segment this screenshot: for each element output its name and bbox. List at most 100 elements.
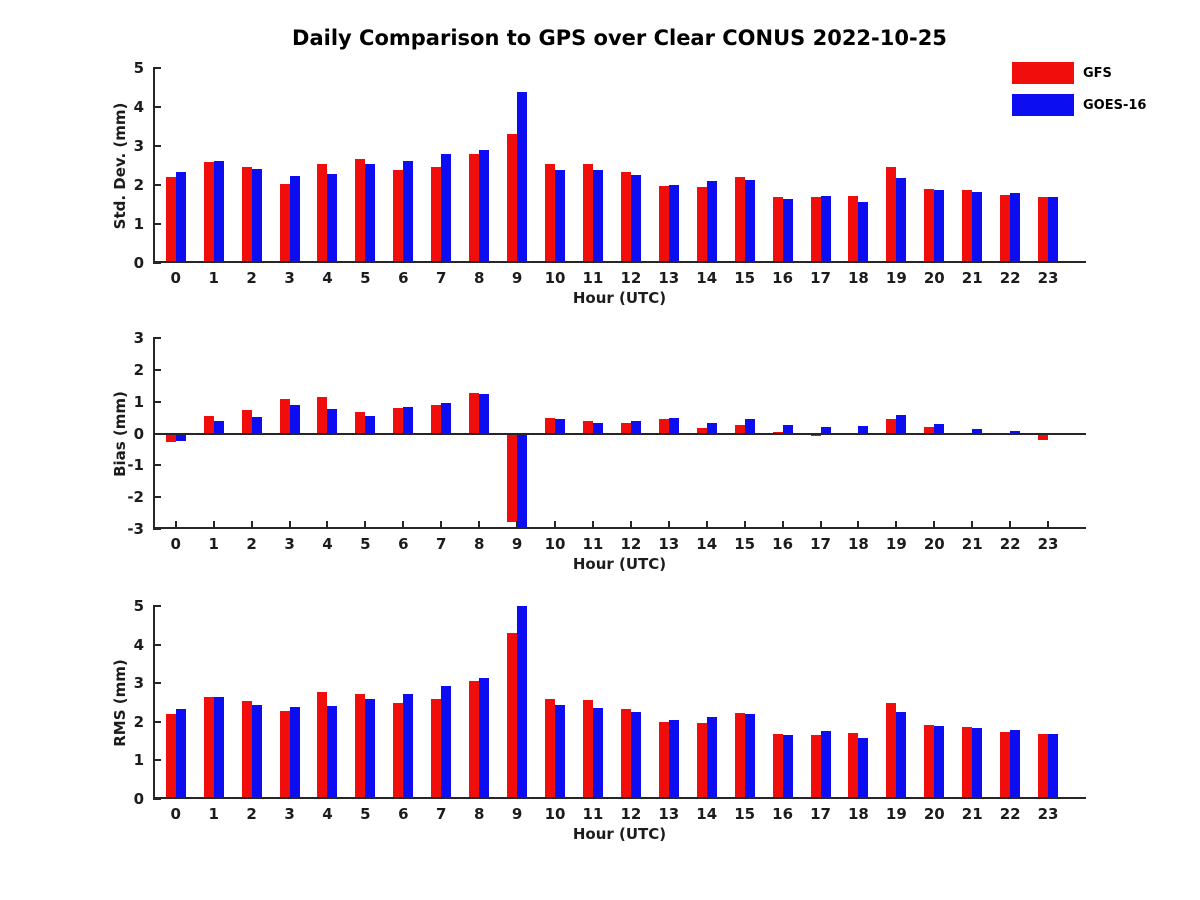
x-tick — [933, 521, 936, 529]
bar-gfs-h19 — [886, 702, 897, 799]
x-tick-label: 0 — [170, 805, 181, 823]
bar-gfs-h7 — [431, 167, 442, 263]
y-tick-label: 1 — [133, 751, 144, 770]
bar-goes16-h20 — [934, 726, 945, 799]
bar-goes16-h13 — [668, 185, 679, 263]
x-tick-label: 18 — [848, 269, 869, 287]
bar-gfs-h15 — [734, 425, 745, 434]
bar-goes16-h11 — [592, 422, 603, 434]
x-tick — [364, 521, 367, 529]
bar-gfs-h0 — [165, 433, 176, 443]
x-tick-label: 9 — [511, 269, 523, 287]
bar-goes16-h17 — [820, 195, 831, 263]
x-tick — [1009, 521, 1012, 529]
x-tick-label: 21 — [961, 805, 983, 823]
y-tick-label: 5 — [133, 59, 144, 77]
x-tick-label: 19 — [885, 269, 907, 287]
bar-gfs-h23 — [1038, 734, 1049, 799]
x-tick-label: 10 — [544, 269, 566, 287]
bar-goes16-h9 — [517, 92, 528, 263]
x-tick-label: 14 — [696, 805, 718, 823]
bar-gfs-h0 — [165, 714, 176, 799]
bar-gfs-h8 — [469, 153, 480, 263]
bar-goes16-h2 — [251, 416, 262, 434]
bar-gfs-h14 — [696, 428, 707, 434]
x-tick-label: 22 — [999, 535, 1021, 553]
bar-goes16-h13 — [668, 719, 679, 799]
x-tick — [478, 521, 481, 529]
bar-gfs-h4 — [317, 163, 328, 263]
bar-gfs-h21 — [962, 726, 973, 799]
bar-goes16-h0 — [175, 709, 186, 799]
x-tick-label: 12 — [620, 535, 642, 553]
bar-gfs-h5 — [355, 158, 366, 263]
bar-gfs-h7 — [431, 404, 442, 434]
y-tick-label: 2 — [133, 360, 144, 379]
y-tick-label: 2 — [133, 712, 144, 731]
zero-line — [153, 432, 1086, 435]
x-tick-label: 19 — [885, 805, 907, 823]
x-tick — [554, 521, 557, 529]
x-tick-label: 16 — [772, 269, 794, 287]
x-tick — [440, 521, 443, 529]
x-tick-label: 20 — [923, 269, 945, 287]
x-tick-label: 2 — [246, 535, 257, 553]
y-tick-label: -3 — [127, 520, 144, 538]
bar-goes16-h4 — [327, 705, 338, 799]
x-tick-label: 22 — [999, 269, 1021, 287]
bar-gfs-h4 — [317, 397, 328, 434]
y-tick — [153, 67, 161, 69]
bar-gfs-h9 — [507, 633, 518, 799]
bar-goes16-h2 — [251, 169, 262, 263]
y-tick-label: 3 — [133, 329, 144, 347]
y-tick — [153, 432, 161, 435]
x-tick-label: 1 — [208, 535, 219, 553]
x-tick-label: 7 — [436, 535, 447, 553]
x-tick-label: 7 — [436, 805, 447, 823]
bar-gfs-h10 — [545, 698, 556, 799]
bar-goes16-h8 — [479, 394, 490, 434]
x-tick-label: 5 — [360, 805, 371, 823]
y-tick-label: 4 — [133, 98, 144, 116]
y-tick — [153, 400, 161, 403]
x-tick-label: 4 — [322, 805, 333, 823]
bar-goes16-h1 — [213, 160, 224, 263]
x-tick-label: 10 — [544, 535, 566, 553]
bar-goes16-h23 — [1048, 734, 1059, 799]
bar-goes16-h18 — [858, 201, 869, 263]
bar-gfs-h2 — [241, 701, 252, 799]
bar-gfs-h11 — [582, 164, 593, 263]
bar-gfs-h22 — [1000, 731, 1011, 799]
x-tick-label: 14 — [696, 269, 718, 287]
y-tick — [153, 337, 161, 339]
x-tick-label: 19 — [885, 535, 907, 553]
x-tick — [1047, 521, 1050, 529]
y-tick — [153, 720, 161, 723]
x-tick — [819, 521, 822, 529]
bar-gfs-h10 — [545, 163, 556, 263]
x-tick — [629, 521, 632, 529]
bar-gfs-h1 — [203, 696, 214, 799]
bar-gfs-h15 — [734, 712, 745, 799]
bar-gfs-h12 — [620, 172, 631, 263]
bar-gfs-h19 — [886, 166, 897, 263]
bar-goes16-h6 — [403, 406, 414, 434]
y-tick — [153, 464, 161, 467]
bar-goes16-h19 — [896, 415, 907, 434]
x-tick-label: 20 — [923, 805, 945, 823]
x-tick-label: 13 — [658, 805, 680, 823]
bar-gfs-h7 — [431, 698, 442, 799]
bar-goes16-h0 — [175, 172, 186, 263]
bar-gfs-h22 — [1000, 195, 1011, 263]
y-tick-label: 3 — [133, 137, 144, 155]
bar-goes16-h21 — [972, 429, 983, 434]
bar-goes16-h15 — [744, 179, 755, 263]
x-tick — [667, 521, 670, 529]
bar-gfs-h19 — [886, 419, 897, 434]
bar-goes16-h5 — [365, 415, 376, 434]
y-tick — [153, 368, 161, 371]
x-tick — [781, 521, 784, 529]
bar-gfs-h0 — [165, 177, 176, 263]
bar-goes16-h16 — [782, 734, 793, 799]
x-tick-label: 3 — [284, 805, 295, 823]
